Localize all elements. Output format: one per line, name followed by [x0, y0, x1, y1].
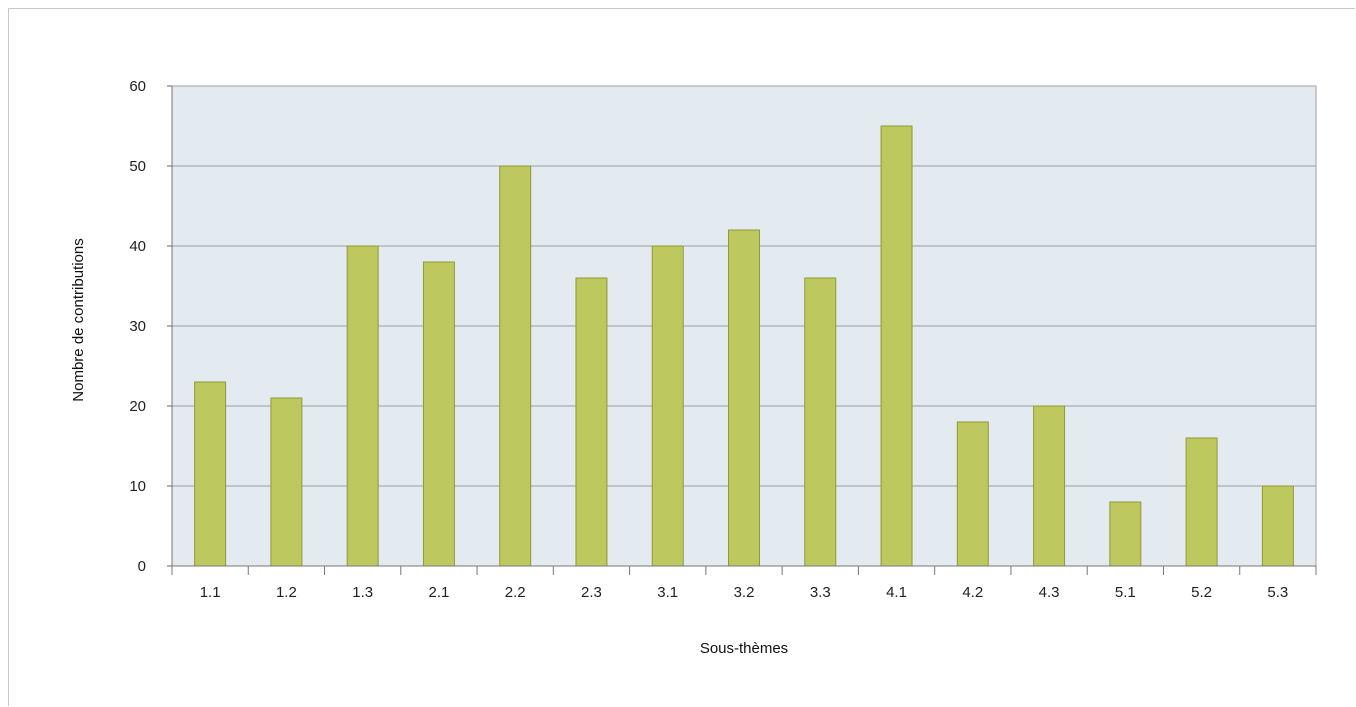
bar-5-3	[1261, 485, 1294, 567]
chart-frame	[8, 8, 1355, 706]
x-tick-label: 4.1	[886, 584, 907, 601]
x-tick-labels: 1.1 1.2 1.3 2.1 2.2 2.3 3.1 3.2 3.3 4.1 4.2 4.3 5.1 5…	[200, 584, 1289, 601]
x-tick-label: 2.2	[505, 584, 526, 601]
bar-1-3	[346, 245, 379, 567]
bar-5-1	[1109, 501, 1142, 567]
bar-4-3	[1033, 405, 1066, 567]
x-tick-label: 3.2	[734, 584, 755, 601]
x-tick-label: 2.1	[429, 584, 450, 601]
y-axis-label: Nombre de contributions	[70, 238, 87, 401]
y-tick-label: 0	[138, 558, 146, 575]
bar-4-2	[956, 421, 989, 567]
bar-1-1	[194, 381, 227, 567]
bar-3-1	[651, 245, 684, 567]
bar-4-1	[880, 125, 913, 567]
bar-2-3	[575, 277, 608, 567]
x-tick-label: 1.3	[352, 584, 373, 601]
x-tick-label: 1.2	[276, 584, 297, 601]
bar-3-3	[804, 277, 837, 567]
y-tick-label: 50	[129, 158, 146, 175]
x-tick-label: 5.1	[1115, 584, 1136, 601]
bar-5-2	[1185, 437, 1218, 567]
x-tick-label: 2.3	[581, 584, 602, 601]
y-tick-label: 10	[129, 478, 146, 495]
axes	[167, 85, 1317, 575]
bar-2-2	[499, 165, 532, 567]
x-tick-label: 4.2	[962, 584, 983, 601]
y-tick-labels: 0 10 20 30 40 50 60	[129, 78, 146, 575]
x-tick-label: 3.1	[657, 584, 678, 601]
bars	[194, 125, 1294, 567]
y-tick-label: 40	[129, 238, 146, 255]
x-tick-label: 3.3	[810, 584, 831, 601]
x-axis-label: Sous-thèmes	[700, 640, 788, 657]
y-tick-label: 20	[129, 398, 146, 415]
bar-1-2	[270, 397, 303, 567]
y-tick-label: 60	[129, 78, 146, 95]
bar-2-1	[422, 261, 455, 567]
x-tick-label: 4.3	[1039, 584, 1060, 601]
y-tick-label: 30	[129, 318, 146, 335]
x-tick-label: 1.1	[200, 584, 221, 601]
x-tick-label: 5.2	[1191, 584, 1212, 601]
bar-3-2	[728, 229, 760, 567]
x-tick-label: 5.3	[1267, 584, 1288, 601]
